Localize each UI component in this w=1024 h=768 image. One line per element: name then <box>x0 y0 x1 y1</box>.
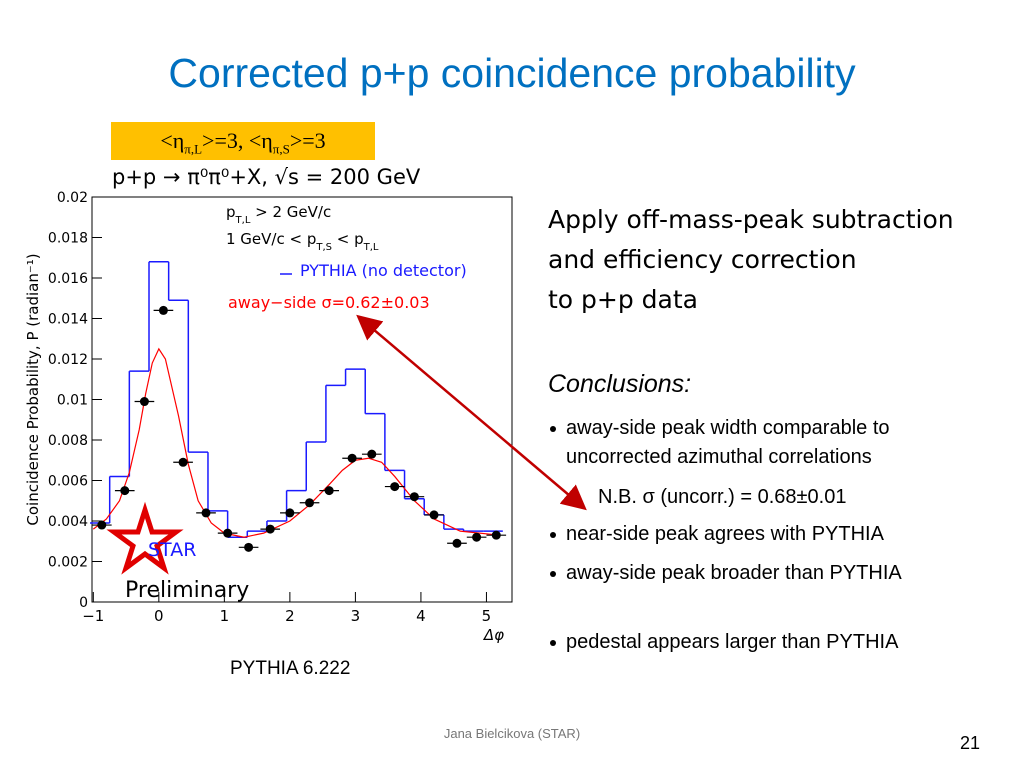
y-tick-label: 0 <box>79 595 88 611</box>
text-line: Apply off-mass-peak subtraction <box>548 205 954 234</box>
legend-label: away−side σ=0.62±0.03 <box>228 293 430 312</box>
data-point <box>120 486 130 496</box>
text-part: < p <box>332 230 364 248</box>
y-tick-label: 0.004 <box>48 514 88 530</box>
y-tick-label: 0.006 <box>48 474 88 490</box>
data-point <box>429 510 439 520</box>
data-point <box>347 453 357 463</box>
star-logo <box>106 501 184 575</box>
data-point <box>158 305 168 315</box>
data-point <box>324 486 334 496</box>
bullet: pedestal appears larger than PYTHIA <box>548 628 996 657</box>
data-point <box>223 528 233 538</box>
x-tick-label: −1 <box>82 607 104 625</box>
text-part: 1 GeV/c < p <box>226 230 316 248</box>
fit-curve <box>92 347 500 538</box>
data-point <box>409 492 419 502</box>
y-tick-label: 0.02 <box>57 190 88 206</box>
x-tick-label: 1 <box>220 607 230 625</box>
data-point <box>491 530 501 540</box>
text-part: >=3 <box>289 128 326 153</box>
y-tick-label: 0.01 <box>57 393 88 409</box>
plot-header: p+p → π⁰π⁰+X, √s = 200 GeV <box>112 165 421 189</box>
y-axis-label: Coincidence Probability, P (radian⁻¹) <box>24 253 42 525</box>
data-point <box>244 542 254 552</box>
caption: PYTHIA 6.222 <box>230 658 351 679</box>
data-point <box>472 532 482 542</box>
y-tick-label: 0.002 <box>48 555 88 571</box>
legend-label: PYTHIA (no detector) <box>300 261 467 280</box>
bullet: away-side peak width comparable to uncor… <box>548 414 996 472</box>
watermark: Preliminary <box>125 578 249 603</box>
chart: 0 0.002 0.004 0.006 0.008 0.01 0.012 0.014 0.016… <box>24 165 513 644</box>
text-line: and efficiency correction <box>548 245 857 274</box>
y-tick-label: 0.018 <box>48 231 88 247</box>
data-point <box>178 457 188 467</box>
text-part: p <box>226 203 236 221</box>
cut-text: pT,L > 2 GeV/c <box>226 203 331 226</box>
data-point <box>285 508 295 518</box>
text-part: π,S <box>272 141 290 157</box>
data-point <box>201 508 211 518</box>
text-part: <η <box>160 128 185 153</box>
y-tick-label: 0.014 <box>48 312 88 328</box>
x-tick-label: 5 <box>482 607 492 625</box>
bullet-text: away-side peak width comparable to uncor… <box>566 417 890 468</box>
text-part: T,S <box>315 242 332 253</box>
text-part: T,L <box>363 242 379 253</box>
text-part: π,L <box>184 141 203 157</box>
text-part: T,L <box>235 215 251 226</box>
bullet-text: near-side peak agrees with PYTHIA <box>566 523 884 545</box>
bullet: away-side peak broader than PYTHIA <box>548 559 996 588</box>
footer: Jana Bielcikova (STAR) <box>443 726 581 741</box>
cut-text: 1 GeV/c < pT,S < pT,L <box>226 230 379 253</box>
bullet: near-side peak agrees with PYTHIA <box>548 520 996 549</box>
y-tick-label: 0.008 <box>48 433 88 449</box>
x-tick-label: 2 <box>285 607 295 625</box>
page-number: 21 <box>960 733 981 753</box>
x-tick-label: 3 <box>351 607 361 625</box>
text-line: to p+p data <box>548 285 698 314</box>
data-point <box>265 524 275 534</box>
bullet-text: pedestal appears larger than PYTHIA <box>566 631 899 653</box>
text-part: >=3, <η <box>202 128 273 153</box>
data-point <box>97 520 107 530</box>
data-point <box>139 397 149 407</box>
data-point <box>390 482 400 492</box>
eta-box: <ηπ,L>=3, <ηπ,S>=3 <box>111 122 375 160</box>
conclusions-heading: Conclusions: <box>548 370 692 398</box>
text-part: > 2 GeV/c <box>250 203 331 221</box>
x-tick-label: 0 <box>154 607 164 625</box>
data-point <box>367 449 377 459</box>
text-panel: Apply off-mass-peak subtraction and effi… <box>548 200 1018 653</box>
y-tick-label: 0.016 <box>48 271 88 287</box>
x-tick-label: 4 <box>416 607 426 625</box>
logo-text: STAR <box>148 539 196 561</box>
slide-title: Corrected p+p coincidence probability <box>168 50 856 96</box>
note: N.B. σ (uncorr.) = 0.68±0.01 <box>598 486 847 508</box>
x-axis-label: Δφ <box>483 626 504 644</box>
data-point <box>305 498 315 508</box>
apply-text: Apply off-mass-peak subtraction and effi… <box>548 200 1018 320</box>
data-point <box>452 538 462 548</box>
bullet-text: away-side peak broader than PYTHIA <box>566 562 902 584</box>
y-tick-label: 0.012 <box>48 352 88 368</box>
